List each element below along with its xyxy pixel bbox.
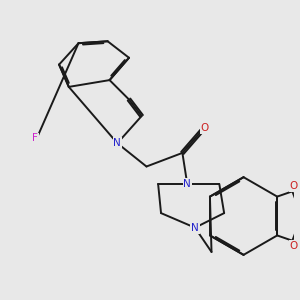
Text: N: N xyxy=(183,179,191,189)
Text: O: O xyxy=(290,241,298,251)
Text: N: N xyxy=(113,138,121,148)
Text: O: O xyxy=(290,181,298,191)
Text: N: N xyxy=(191,223,199,233)
Text: F: F xyxy=(32,133,38,143)
Text: O: O xyxy=(201,123,209,133)
